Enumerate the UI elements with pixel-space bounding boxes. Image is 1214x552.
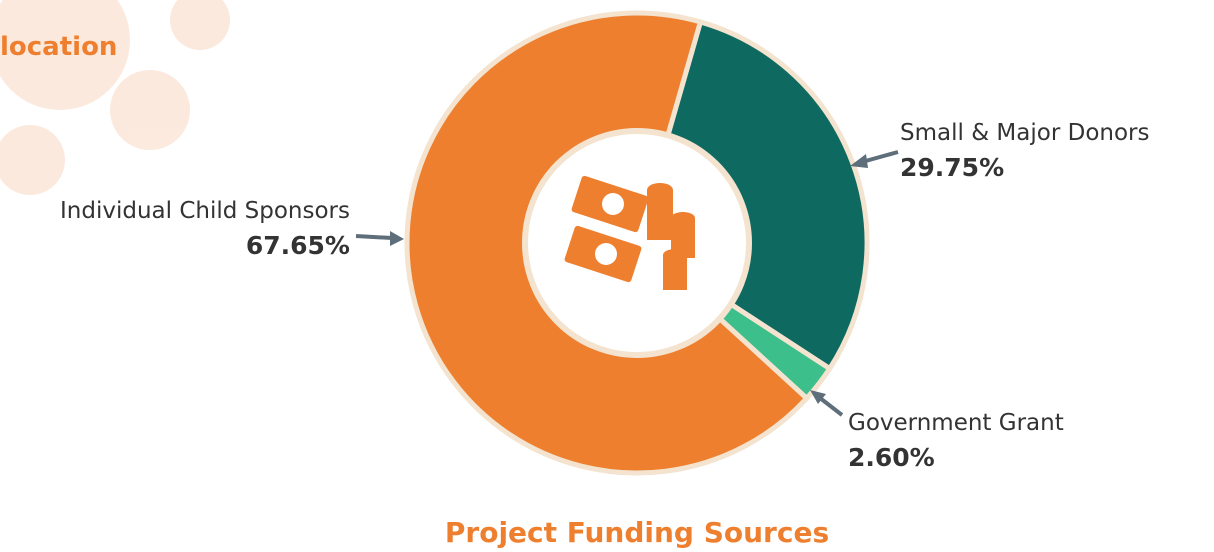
header-fragment: location (0, 32, 117, 62)
category-label: Individual Child Sponsors (60, 198, 350, 224)
chart-title: Project Funding Sources (445, 516, 829, 549)
category-label: Small & Major Donors (900, 120, 1149, 146)
category-label: Government Grant (848, 410, 1064, 436)
value-label: 2.60% (848, 443, 935, 472)
value-label: 67.65% (246, 231, 350, 260)
donut (404, 10, 870, 476)
arrows (355, 150, 899, 417)
value-label: 29.75% (900, 153, 1004, 182)
money-icon (564, 175, 695, 290)
donut-hole (522, 128, 752, 358)
background-decoration (0, 0, 230, 195)
